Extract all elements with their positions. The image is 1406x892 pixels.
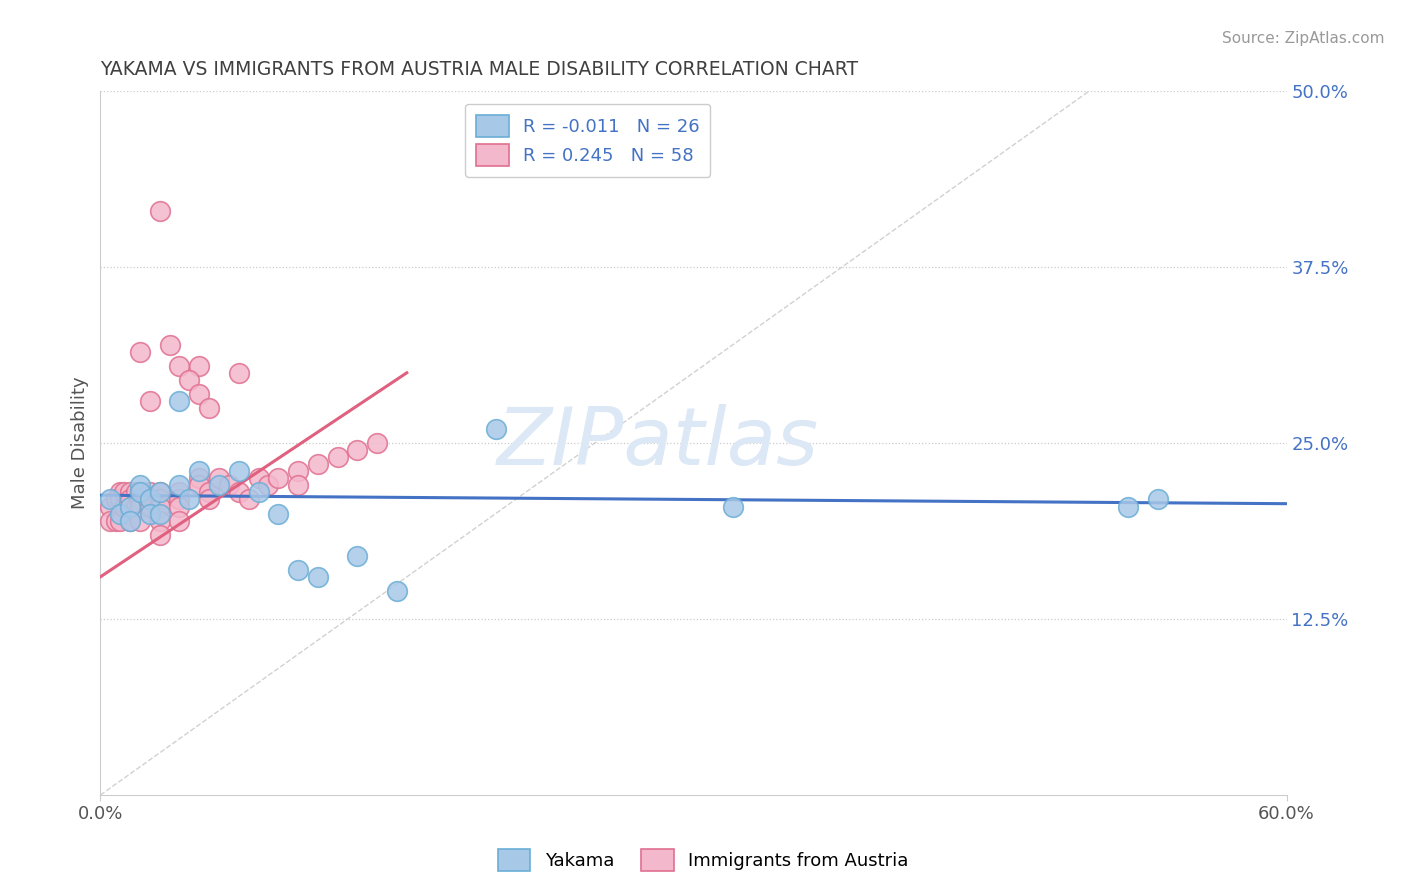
Point — [247, 471, 270, 485]
Point — [169, 485, 191, 500]
Legend: Yakama, Immigrants from Austria: Yakama, Immigrants from Austria — [491, 842, 915, 879]
Point — [247, 485, 270, 500]
Point — [128, 344, 150, 359]
Point — [118, 500, 141, 514]
Point — [108, 514, 131, 528]
Point — [118, 492, 141, 507]
Point — [169, 478, 191, 492]
Point — [169, 500, 191, 514]
Point — [1118, 500, 1140, 514]
Point — [307, 457, 329, 471]
Point — [169, 393, 191, 408]
Point — [149, 500, 172, 514]
Point — [208, 471, 231, 485]
Point — [228, 366, 250, 380]
Point — [105, 514, 128, 528]
Point — [125, 500, 148, 514]
Point — [149, 507, 172, 521]
Point — [128, 492, 150, 507]
Point — [326, 450, 349, 465]
Point — [385, 584, 408, 599]
Point — [139, 492, 162, 507]
Point — [287, 563, 309, 577]
Point — [139, 393, 162, 408]
Legend: R = -0.011   N = 26, R = 0.245   N = 58: R = -0.011 N = 26, R = 0.245 N = 58 — [465, 103, 710, 177]
Point — [108, 492, 131, 507]
Point — [169, 359, 191, 373]
Point — [169, 492, 191, 507]
Point — [128, 514, 150, 528]
Point — [188, 464, 211, 478]
Point — [159, 337, 181, 351]
Y-axis label: Male Disability: Male Disability — [72, 376, 89, 509]
Point — [179, 373, 201, 387]
Text: Source: ZipAtlas.com: Source: ZipAtlas.com — [1222, 31, 1385, 46]
Point — [257, 478, 280, 492]
Text: YAKAMA VS IMMIGRANTS FROM AUSTRIA MALE DISABILITY CORRELATION CHART: YAKAMA VS IMMIGRANTS FROM AUSTRIA MALE D… — [100, 60, 859, 78]
Point — [179, 492, 201, 507]
Point — [112, 485, 135, 500]
Point — [139, 500, 162, 514]
Point — [287, 464, 309, 478]
Point — [149, 485, 172, 500]
Point — [188, 471, 211, 485]
Point — [118, 514, 141, 528]
Point — [228, 464, 250, 478]
Point — [139, 507, 162, 521]
Point — [108, 507, 131, 521]
Point — [125, 485, 148, 500]
Point — [108, 485, 131, 500]
Point — [238, 492, 260, 507]
Point — [188, 387, 211, 401]
Point — [149, 492, 172, 507]
Point — [188, 359, 211, 373]
Point — [128, 485, 150, 500]
Text: ZIPatlas: ZIPatlas — [496, 404, 818, 483]
Point — [228, 485, 250, 500]
Point — [128, 478, 150, 492]
Point — [198, 401, 221, 415]
Point — [485, 422, 508, 436]
Point — [188, 478, 211, 492]
Point — [118, 514, 141, 528]
Point — [128, 485, 150, 500]
Point — [112, 500, 135, 514]
Point — [98, 500, 121, 514]
Point — [169, 514, 191, 528]
Point — [218, 478, 240, 492]
Point — [208, 478, 231, 492]
Point — [721, 500, 744, 514]
Point — [346, 549, 368, 563]
Point — [346, 443, 368, 458]
Point — [98, 514, 121, 528]
Point — [139, 492, 162, 507]
Point — [149, 203, 172, 218]
Point — [307, 570, 329, 584]
Point — [267, 507, 290, 521]
Point — [128, 500, 150, 514]
Point — [98, 492, 121, 507]
Point — [105, 492, 128, 507]
Point — [149, 527, 172, 541]
Point — [198, 485, 221, 500]
Point — [198, 492, 221, 507]
Point — [118, 507, 141, 521]
Point — [1147, 492, 1170, 507]
Point — [118, 485, 141, 500]
Point — [149, 485, 172, 500]
Point — [287, 478, 309, 492]
Point — [366, 436, 388, 450]
Point — [149, 514, 172, 528]
Point — [267, 471, 290, 485]
Point — [139, 485, 162, 500]
